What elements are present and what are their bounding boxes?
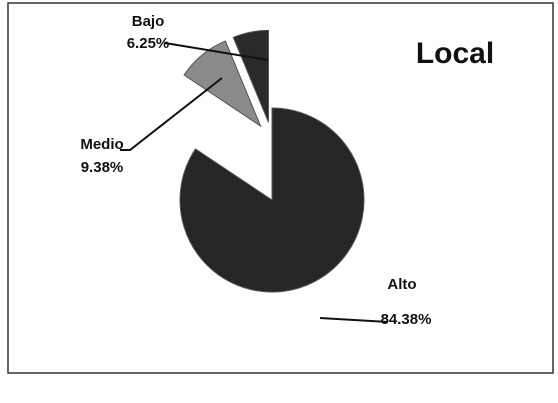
slice-label: Medio [80, 136, 123, 153]
leader-line [164, 42, 269, 61]
slice-value-label: 84.38% [381, 311, 432, 328]
chart-title: Local [416, 37, 494, 70]
pie [179, 29, 365, 293]
pie-slice [183, 40, 262, 128]
pie-slice [179, 107, 365, 293]
slice-label: Alto [387, 276, 416, 293]
pie-slice [232, 29, 269, 123]
leader-line [319, 317, 389, 323]
slice-value-label: 9.38% [81, 159, 124, 176]
slice-label: Bajo [132, 13, 165, 30]
chart-frame [7, 2, 554, 374]
slice-value-label: 6.25% [127, 35, 170, 52]
leader-line [120, 77, 223, 151]
